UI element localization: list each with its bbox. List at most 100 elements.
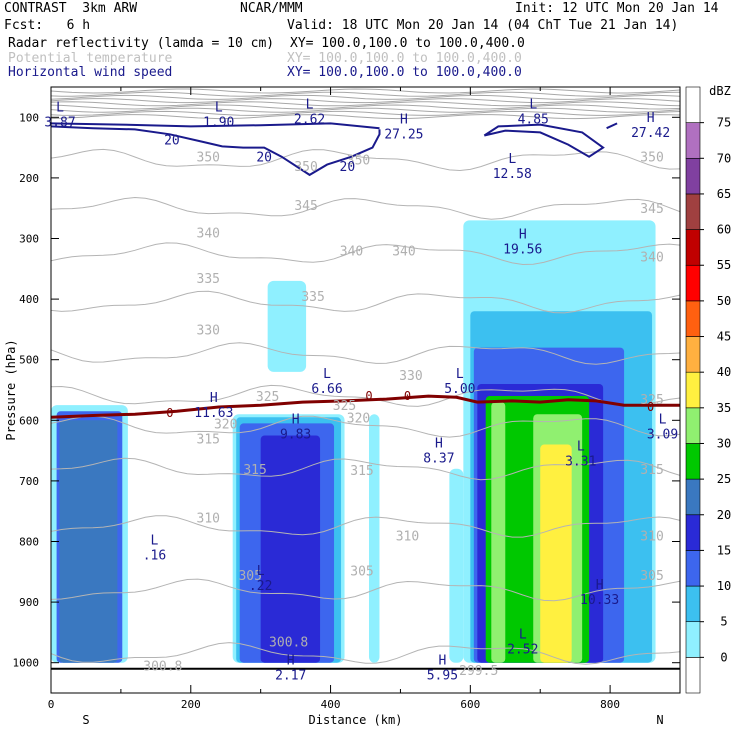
extremum-value: 3.31 <box>565 455 596 470</box>
y-tick-label: 400 <box>19 293 39 306</box>
extremum-value: 2.17 <box>275 669 306 684</box>
colorbar-swatch <box>685 122 701 159</box>
end-label-south: S <box>82 713 89 727</box>
colorbar-swatch <box>685 550 701 587</box>
colorbar-label: 50 <box>717 294 731 308</box>
extremum-letter: L <box>508 152 516 167</box>
theta-label: 335 <box>301 290 324 305</box>
extremum-letter: L <box>577 440 585 455</box>
theta-contour-upper <box>51 107 680 113</box>
theta-contour <box>51 457 680 481</box>
theta-contours <box>51 88 680 665</box>
zero-degree-line <box>51 394 680 419</box>
field-theta-xy: XY= 100.0,100.0 to 100.0,400.0 <box>287 51 522 66</box>
theta-label: 320 <box>347 411 370 426</box>
theta-contour-upper <box>51 88 680 94</box>
theta-label: 345 <box>294 199 317 214</box>
extremum-letter: L <box>151 534 159 549</box>
x-tick-label: 0 <box>48 698 55 711</box>
extremum-letter: L <box>306 97 314 112</box>
extremum-value: 12.58 <box>493 167 532 182</box>
reflectivity-column <box>449 468 464 663</box>
colorbar-swatch <box>685 407 701 444</box>
extremum-letter: L <box>56 100 64 115</box>
wind-contour <box>606 122 618 130</box>
extremum-letter: L <box>529 97 537 112</box>
theta-label: 350 <box>640 151 663 166</box>
extremum-letter: H <box>400 112 408 127</box>
theta-label: 330 <box>197 323 220 338</box>
colorbar-label: 20 <box>717 508 731 522</box>
extremum-letter: H <box>292 412 300 427</box>
theta-label: 325 <box>333 399 356 414</box>
wind-contours <box>51 122 680 670</box>
colorbar-label: 75 <box>717 116 731 130</box>
wind-contour <box>51 125 381 177</box>
end-label-north: N <box>656 713 663 727</box>
extremum-value: 11.63 <box>194 406 233 421</box>
colorbar-swatch <box>685 336 701 373</box>
y-tick-label: 100 <box>19 111 39 124</box>
extremum-value: 4.85 <box>518 112 549 127</box>
colorbar-label: 15 <box>717 543 731 557</box>
colorbar-label: 40 <box>717 365 731 379</box>
colorbar-swatch <box>685 86 701 123</box>
model-title: CONTRAST 3km ARW <box>4 1 138 16</box>
y-tick-label: 300 <box>19 233 39 246</box>
extremum-value: 27.25 <box>384 127 423 142</box>
theta-contour-upper <box>51 91 680 97</box>
theta-label: 325 <box>256 390 279 405</box>
theta-contour <box>51 578 680 602</box>
theta-contour <box>51 290 680 314</box>
colorbar-label: 45 <box>717 330 731 344</box>
colorbar-label: 0 <box>720 650 727 664</box>
extremum-letter: L <box>456 367 464 382</box>
theta-contour-upper <box>51 104 680 110</box>
extremum-value: 2.62 <box>294 112 325 127</box>
theta-label: 310 <box>640 529 663 544</box>
theta-label: 300.8 <box>143 660 182 675</box>
theta-label: 325 <box>640 393 663 408</box>
zero-line-label: 0 <box>365 389 372 403</box>
extremum-letter: L <box>519 628 527 643</box>
colorbar-swatch <box>685 478 701 516</box>
zero-line-label: 0 <box>647 400 654 414</box>
extremum-letter: L <box>215 100 223 115</box>
colorbar-swatch <box>685 657 701 694</box>
theta-contour <box>51 196 680 220</box>
extremum-value: 6.66 <box>311 382 342 397</box>
theta-contour <box>51 642 680 665</box>
colorbar-unit: dBZ <box>709 84 731 98</box>
extremum-value: 19.56 <box>503 243 542 258</box>
wind-contour <box>51 122 380 130</box>
reflectivity-column <box>368 414 380 663</box>
colorbar-swatch <box>685 621 701 658</box>
colorbar: 0 5 10 15 20 25 30 35 40 45 50 55 60 65 70 75 dBZ <box>685 84 731 694</box>
colorbar-label: 65 <box>717 187 731 201</box>
theta-contour <box>51 242 680 266</box>
y-tick-label: 700 <box>19 475 39 488</box>
y-tick-label: 200 <box>19 172 39 185</box>
theta-label: 305 <box>640 569 663 584</box>
field-reflectivity-xy: XY= 100.0,100.0 to 100.0,400.0 <box>290 36 525 51</box>
theta-label: 340 <box>197 226 220 241</box>
extremum-value: 10.33 <box>580 593 619 608</box>
valid-time: Valid: 18 UTC Mon 20 Jan 14 (04 ChT Tue … <box>287 18 679 33</box>
field-wind-name: Horizontal wind speed <box>8 65 173 80</box>
theta-contour <box>51 415 680 438</box>
extremum-letter: H <box>438 654 446 669</box>
extremum-value: 8.37 <box>423 452 454 467</box>
x-tick-label: 800 <box>600 698 620 711</box>
colorbar-swatch <box>685 585 701 623</box>
extremum-value: 5.95 <box>427 669 458 684</box>
theta-contour-upper <box>51 98 680 104</box>
extremum-letter: L <box>323 367 331 382</box>
x-tick-label: 600 <box>460 698 480 711</box>
colorbar-swatch <box>685 157 701 195</box>
theta-label: 315 <box>640 463 663 478</box>
theta-label: 350 <box>347 154 370 169</box>
colorbar-label: 30 <box>717 436 731 450</box>
field-theta-name: Potential temperature <box>8 51 173 66</box>
theta-label: 345 <box>640 202 663 217</box>
colorbar-swatch <box>685 193 701 230</box>
